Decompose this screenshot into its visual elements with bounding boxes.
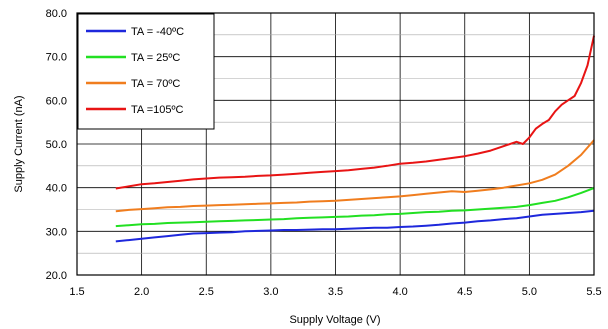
- x-axis-title: Supply Voltage (V): [289, 314, 380, 326]
- x-tick-label: 5.0: [522, 286, 537, 298]
- legend-label-2: TA = 25ºC: [131, 52, 180, 64]
- series-line-4: [115, 35, 595, 190]
- legend-label-4: TA =105ºC: [131, 104, 183, 116]
- series-line-2: [115, 187, 595, 228]
- x-tick-label: 4.0: [392, 286, 407, 298]
- x-tick-label: 1.5: [69, 286, 84, 298]
- data-series: [115, 35, 595, 243]
- x-tick-label: 5.5: [586, 286, 601, 298]
- plot-frame: [76, 12, 595, 276]
- y-tick-label: 30.0: [46, 226, 67, 238]
- x-tick-label: 3.5: [328, 286, 343, 298]
- y-tick-label: 20.0: [46, 270, 67, 282]
- y-tick-label: 60.0: [46, 95, 67, 107]
- legend-label-1: TA = -40ºC: [131, 26, 184, 38]
- y-axis-title: Supply Current (nA): [13, 95, 25, 192]
- x-tick-label: 2.0: [134, 286, 149, 298]
- x-tick-label: 4.5: [457, 286, 472, 298]
- y-tick-label: 50.0: [46, 139, 67, 151]
- legend: TA = -40ºC TA = 25ºC TA = 70ºC TA =105ºC: [77, 13, 215, 130]
- y-tick-label: 40.0: [46, 183, 67, 195]
- legend-label-3: TA = 70ºC: [131, 78, 180, 90]
- series-line-3: [115, 139, 595, 213]
- x-tick-labels: 1.5 2.0 2.5 3.0 3.5 4.0 4.5 5.0 5.5: [69, 286, 601, 298]
- y-tick-label: 80.0: [46, 8, 67, 20]
- series-line-1: [115, 209, 595, 243]
- x-tick-label: 2.5: [199, 286, 214, 298]
- y-tick-label: 70.0: [46, 52, 67, 64]
- y-tick-labels: 20.0 30.0 40.0 50.0 60.0 70.0 80.0: [46, 8, 67, 282]
- x-tick-label: 3.0: [263, 286, 278, 298]
